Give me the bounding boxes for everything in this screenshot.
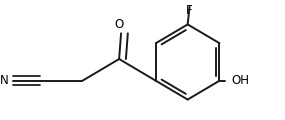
Text: N: N: [0, 74, 9, 87]
Text: OH: OH: [231, 74, 249, 87]
Text: F: F: [186, 4, 193, 17]
Text: O: O: [115, 18, 124, 31]
